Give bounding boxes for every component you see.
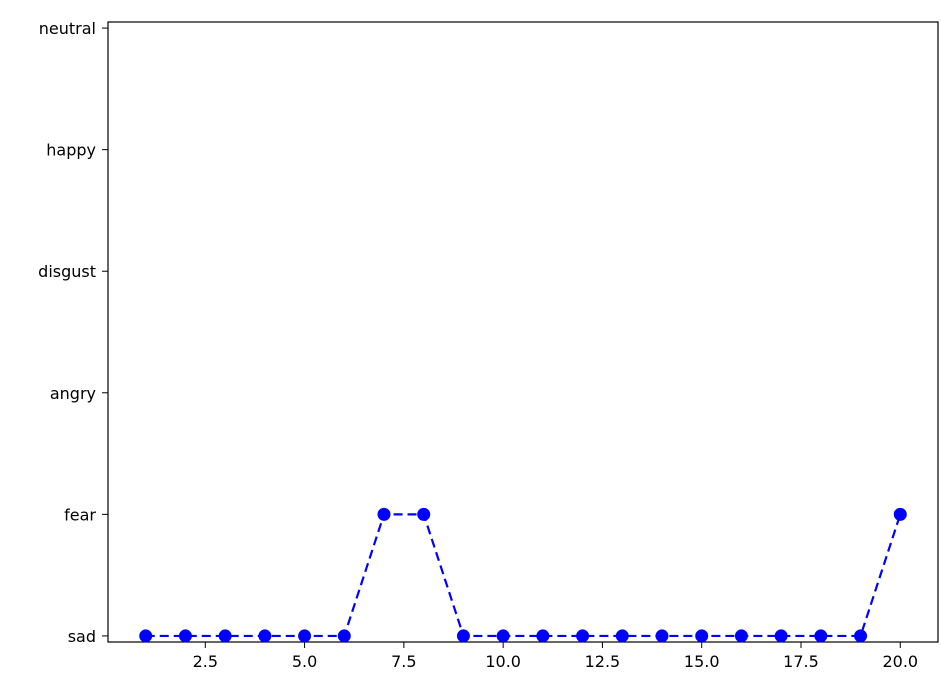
x-tick-label: 12.5 — [585, 652, 621, 671]
y-axis: sad fear angry disgust happy neutral — [38, 19, 108, 646]
x-tick-label: 17.5 — [783, 652, 819, 671]
data-series — [139, 507, 907, 643]
y-tick-label: fear — [64, 505, 96, 524]
data-point — [734, 629, 748, 643]
data-point — [615, 629, 629, 643]
series-line — [145, 513, 902, 638]
x-axis: 2.5 5.0 7.5 10.0 12.5 15.0 17.5 20.0 — [193, 642, 918, 671]
data-point — [139, 629, 153, 643]
data-point — [496, 629, 510, 643]
x-tick-label: 7.5 — [391, 652, 416, 671]
x-tick-label: 20.0 — [882, 652, 918, 671]
data-point — [178, 629, 192, 643]
x-tick-label: 2.5 — [193, 652, 218, 671]
plot-area — [107, 21, 939, 643]
y-tick-label: sad — [68, 627, 96, 646]
data-point — [218, 629, 232, 643]
y-tick-label: angry — [50, 384, 96, 403]
x-tick-label: 10.0 — [485, 652, 521, 671]
x-tick-label: 5.0 — [292, 652, 317, 671]
data-point — [377, 507, 391, 521]
data-point — [814, 629, 828, 643]
y-tick-label: disgust — [38, 262, 96, 281]
data-point — [536, 629, 550, 643]
data-point — [258, 629, 272, 643]
data-point — [456, 629, 470, 643]
data-point — [854, 629, 868, 643]
data-point — [417, 507, 431, 521]
data-point — [774, 629, 788, 643]
data-point — [893, 507, 907, 521]
x-tick-label: 15.0 — [684, 652, 720, 671]
data-point — [655, 629, 669, 643]
data-point — [298, 629, 312, 643]
data-point — [695, 629, 709, 643]
data-point — [337, 629, 351, 643]
data-point — [576, 629, 590, 643]
y-tick-label: happy — [46, 141, 96, 160]
y-tick-label: neutral — [39, 19, 96, 38]
